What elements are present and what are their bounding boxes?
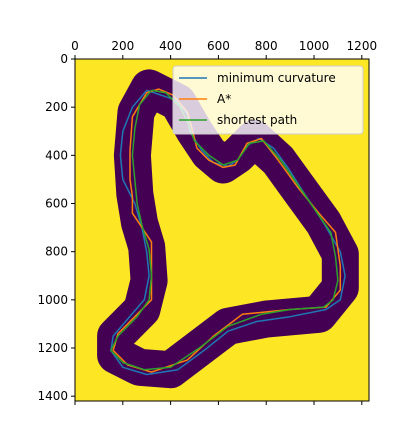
x-tick-label: 400 — [159, 39, 182, 53]
x-axis-top: 0 200 400 600 800 1000 1200 — [71, 39, 377, 405]
plot-frame — [74, 58, 370, 402]
y-tick-label: 600 — [45, 197, 68, 211]
y-tick-label: 200 — [45, 100, 68, 114]
series-line-minimum-curvature — [110, 89, 346, 376]
series-line-shortest-path — [110, 89, 339, 371]
legend: minimum curvature A* shortest path — [172, 65, 364, 135]
x-tick-label: 800 — [255, 39, 278, 53]
y-tick-label: 400 — [45, 148, 68, 162]
y-axis-left: 0 200 400 600 800 1000 1200 1400 — [37, 52, 75, 403]
series-layer — [110, 88, 346, 376]
y-tick-label: 800 — [45, 245, 68, 259]
legend-box — [172, 65, 364, 135]
x-tick-label: 1000 — [299, 39, 330, 53]
x-tick-label: 600 — [207, 39, 230, 53]
x-tick-label: 0 — [71, 39, 79, 53]
legend-label: shortest path — [217, 113, 297, 127]
x-tick-label: 200 — [111, 39, 134, 53]
legend-label: minimum curvature — [217, 71, 336, 85]
y-tick-label: 1400 — [37, 389, 68, 403]
y-tick-label: 0 — [60, 52, 68, 66]
y-tick-label: 1000 — [37, 293, 68, 307]
y-tick-label: 1200 — [37, 341, 68, 355]
x-tick-label: 1200 — [347, 39, 378, 53]
legend-label: A* — [217, 92, 231, 106]
